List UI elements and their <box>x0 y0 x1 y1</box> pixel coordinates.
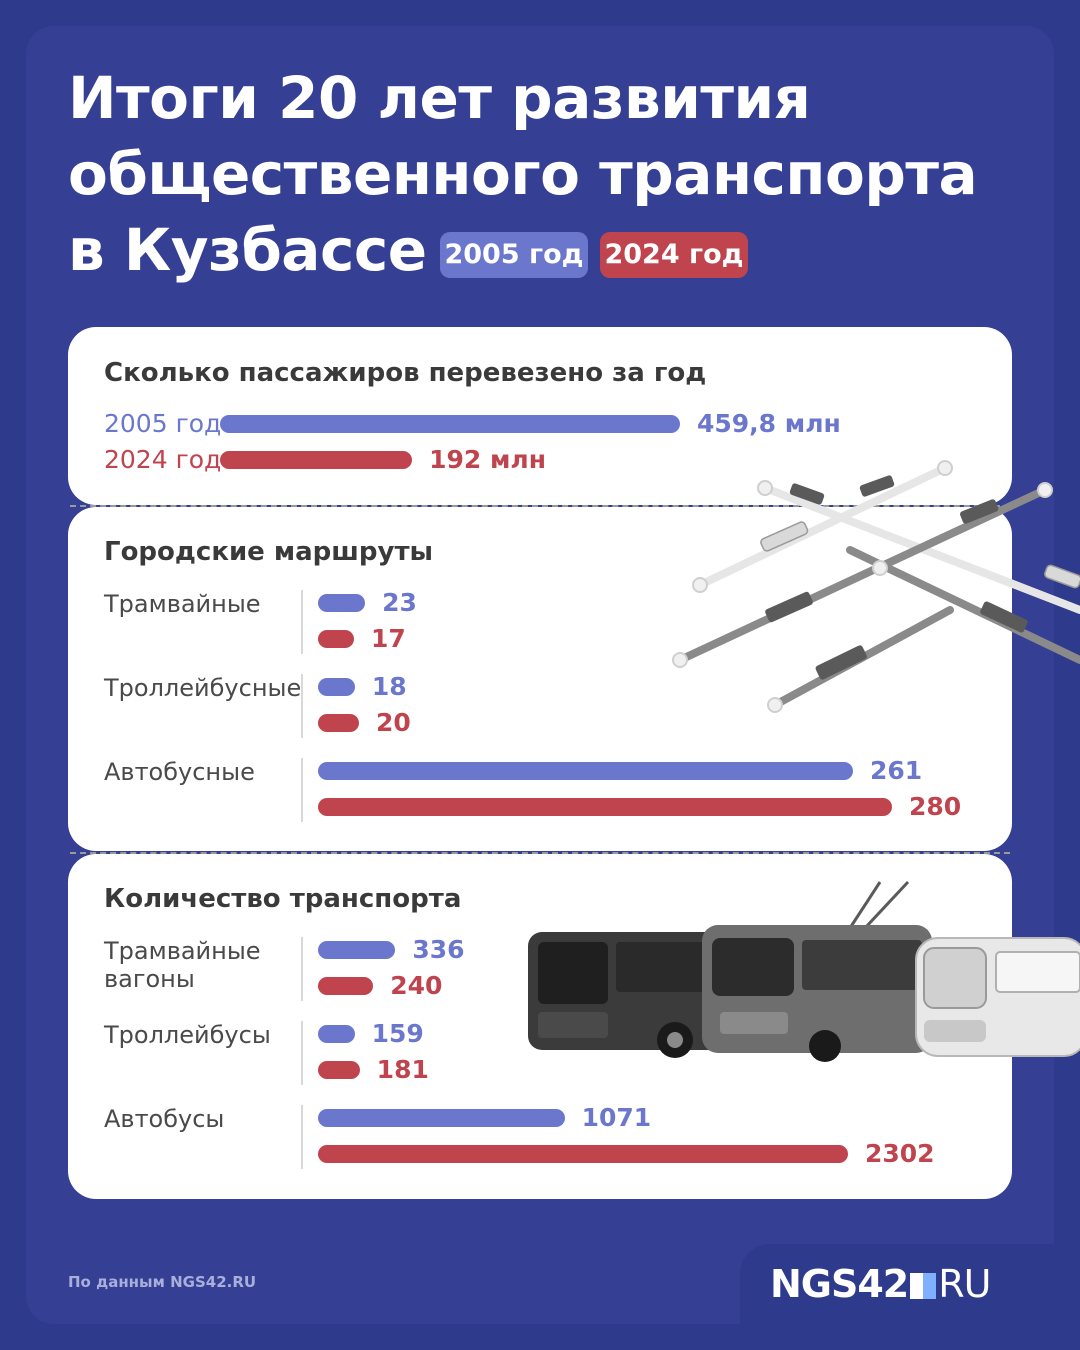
logo-suffix: RU <box>938 1262 991 1306</box>
value-label: 18 <box>371 672 407 701</box>
category-label: Трамвайные <box>104 590 261 618</box>
group-divider <box>301 674 303 738</box>
bar-2005 <box>318 678 355 696</box>
divider <box>70 852 1010 854</box>
title-line: в Кузбассе <box>68 216 427 284</box>
bar-2005 <box>220 415 680 433</box>
value-label: 17 <box>371 624 406 653</box>
chart-title: Сколько пассажиров перевезено за год <box>104 358 707 388</box>
category-label: Автобусы <box>104 1105 225 1133</box>
bar-2005 <box>318 1025 355 1043</box>
value-label: 280 <box>908 792 962 821</box>
group-divider <box>301 1105 303 1169</box>
logo-background <box>740 1244 1080 1350</box>
value-label: 459,8 млн <box>697 409 841 438</box>
group-divider <box>301 937 303 1001</box>
value-label: 2302 <box>865 1139 935 1168</box>
bar-2005 <box>318 941 396 959</box>
bar-2024 <box>318 714 359 732</box>
bar-2005 <box>318 1109 565 1127</box>
group-divider <box>301 590 303 654</box>
group-divider <box>301 1021 303 1085</box>
category-label: Автобусные <box>104 758 255 786</box>
chart-title: Количество транспорта <box>104 884 462 914</box>
trolleybus-icon <box>702 880 932 1062</box>
bus-icon <box>528 932 738 1058</box>
bar-2005 <box>318 594 366 612</box>
legend-2005: 2005 год <box>440 232 588 278</box>
vehicles-illustration <box>528 880 1080 1062</box>
value-label: 23 <box>382 588 417 617</box>
ngs42-logo: NGS42 RU <box>770 1262 991 1306</box>
route-map-illustration <box>672 460 1080 713</box>
bar-2024 <box>318 798 892 816</box>
value-label: 192 млн <box>429 445 546 474</box>
value-label: 261 <box>870 756 923 785</box>
title-line: общественного транспорта <box>68 140 978 208</box>
value-label: 159 <box>371 1019 424 1048</box>
bar-2024 <box>220 451 413 469</box>
year-label: 2024 год <box>104 445 222 474</box>
legend-2024: 2024 год <box>600 232 748 278</box>
group-divider <box>301 758 303 822</box>
value-label: 20 <box>375 708 411 737</box>
category-label: Трамвайные вагоны <box>104 937 261 993</box>
bar-2024 <box>318 630 354 648</box>
source-note: По данным NGS42.RU <box>68 1273 257 1291</box>
page-title: Итоги 20 лет развития общественного тран… <box>68 60 978 288</box>
value-label: 1071 <box>581 1103 652 1132</box>
bar-2024 <box>318 1145 848 1163</box>
category-label: Троллейбусные <box>104 674 302 702</box>
year-label: 2005 год <box>104 409 222 438</box>
divider <box>70 505 1010 507</box>
logo-square-icon <box>910 1273 937 1299</box>
category-label: Троллейбусы <box>104 1021 271 1049</box>
value-label: 336 <box>412 935 465 964</box>
value-label: 240 <box>390 971 443 1000</box>
value-label: 181 <box>376 1055 429 1084</box>
bar-2005 <box>318 762 853 780</box>
tram-icon <box>915 937 1080 1057</box>
bar-2024 <box>318 1061 360 1079</box>
title-line: Итоги 20 лет развития <box>68 64 811 132</box>
logo-text: NGS42 <box>770 1262 909 1306</box>
routes-card <box>68 507 1012 851</box>
chart-title: Городские маршруты <box>104 537 434 567</box>
bar-2024 <box>318 977 374 995</box>
